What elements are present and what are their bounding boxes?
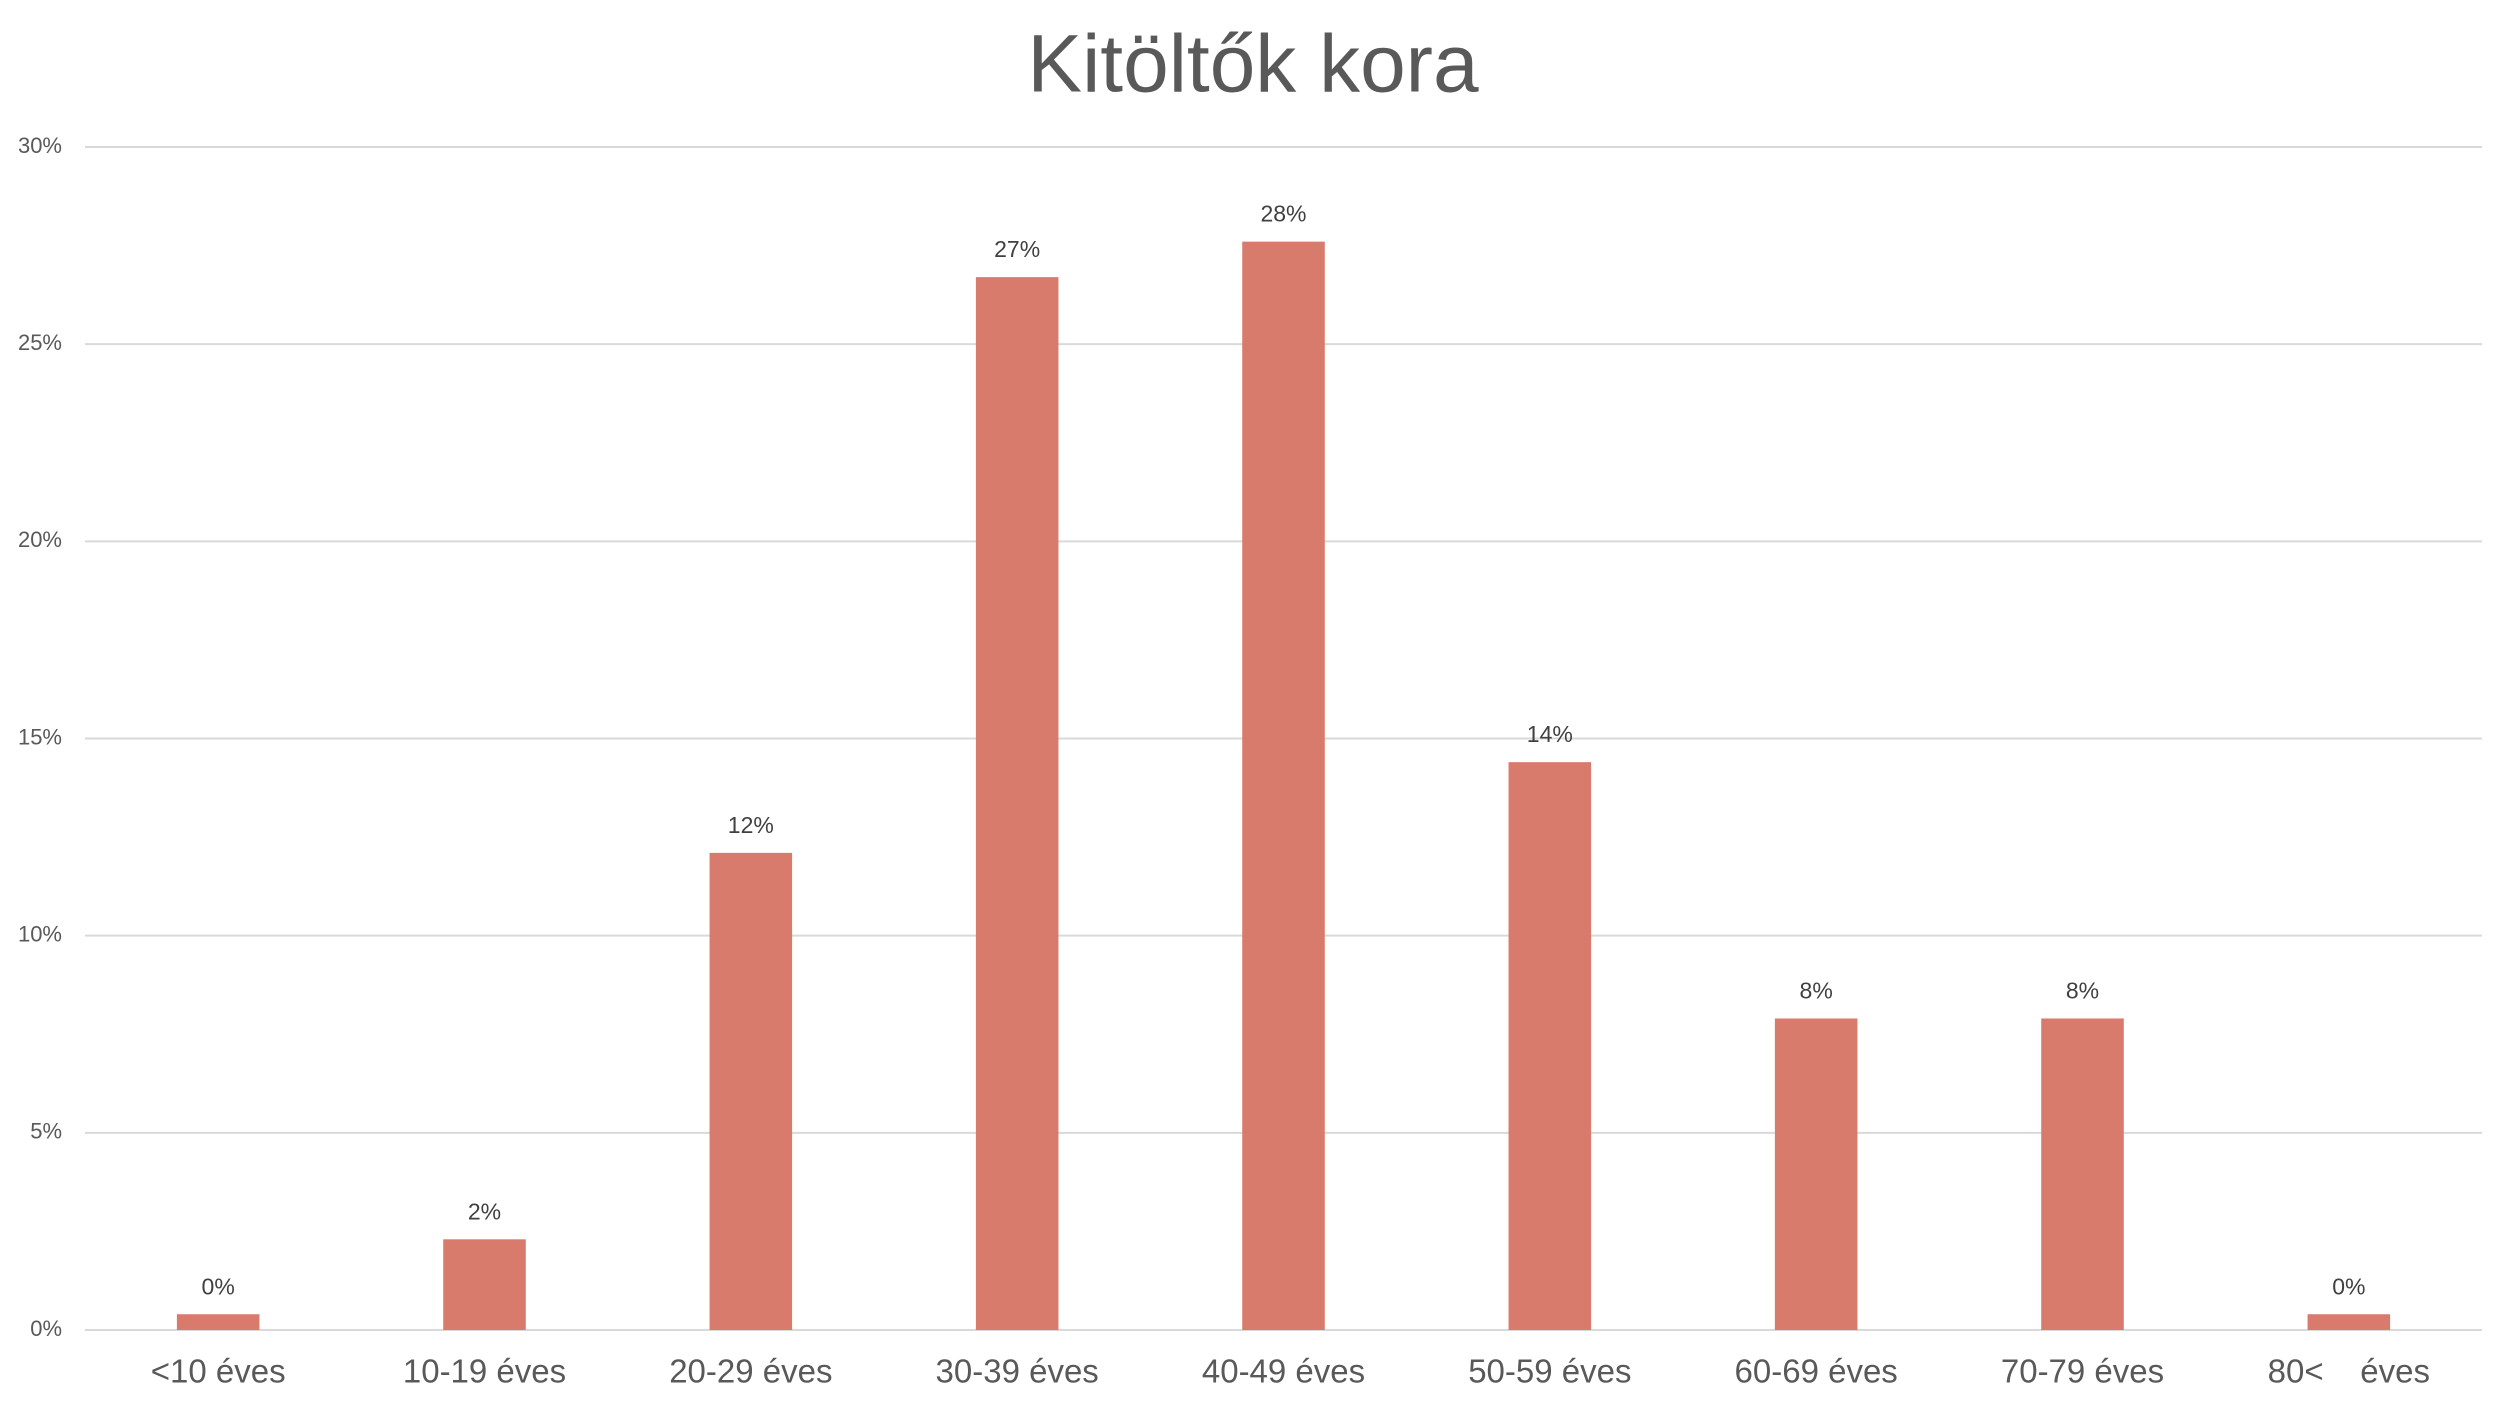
x-tick-label: 70-79 éves bbox=[2001, 1353, 2164, 1390]
x-tick-label: 40-49 éves bbox=[1202, 1353, 1365, 1390]
x-tick-label: 50-59 éves bbox=[1468, 1353, 1631, 1390]
data-label: 14% bbox=[1527, 721, 1573, 747]
x-tick-label: 20-29 éves bbox=[669, 1353, 832, 1390]
data-label: 8% bbox=[1800, 978, 1833, 1004]
data-label: 28% bbox=[1260, 201, 1306, 227]
bar bbox=[176, 1314, 260, 1330]
y-tick-label: 30% bbox=[18, 133, 62, 158]
data-label: 27% bbox=[994, 236, 1040, 262]
y-tick-label: 10% bbox=[18, 921, 62, 946]
bar bbox=[975, 277, 1059, 1330]
data-label: 8% bbox=[2066, 978, 2099, 1004]
data-label: 12% bbox=[728, 812, 774, 838]
bar bbox=[2041, 1018, 2124, 1330]
bar bbox=[2307, 1314, 2391, 1330]
bar bbox=[1774, 1018, 1858, 1330]
data-label: 0% bbox=[202, 1273, 235, 1299]
data-label: 0% bbox=[2332, 1273, 2365, 1299]
y-tick-label: 0% bbox=[30, 1316, 62, 1341]
x-tick-label: 80< éves bbox=[2268, 1353, 2430, 1390]
bar bbox=[1242, 241, 1325, 1330]
y-tick-label: 20% bbox=[18, 527, 62, 552]
y-tick-label: 25% bbox=[18, 330, 62, 355]
x-tick-label: 60-69 éves bbox=[1735, 1353, 1898, 1390]
bar bbox=[709, 852, 793, 1330]
x-tick-label: 10-19 éves bbox=[403, 1353, 566, 1390]
y-tick-label: 15% bbox=[18, 724, 62, 749]
bar bbox=[443, 1239, 526, 1330]
bar bbox=[1508, 762, 1592, 1330]
data-label: 2% bbox=[468, 1198, 501, 1224]
x-tick-label: <10 éves bbox=[151, 1353, 286, 1390]
chart-title: Kitöltők kora bbox=[1027, 19, 1479, 110]
x-tick-label: 30-39 éves bbox=[936, 1353, 1099, 1390]
y-tick-label: 5% bbox=[30, 1119, 62, 1144]
